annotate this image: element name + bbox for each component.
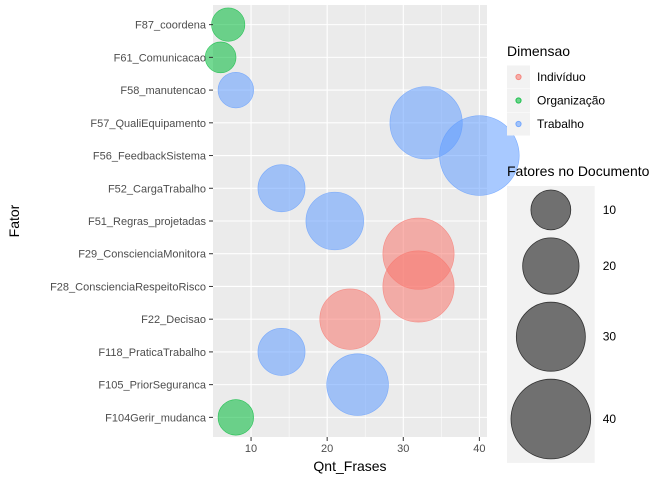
legend-size-key-30: [515, 301, 586, 372]
y-tick-label-f57-qualiequipamento: F57_QualiEquipamento: [90, 118, 206, 130]
y-tick-label-f28-conscienciarespeitorisco: F28_ConscienciaRespeitoRisco: [50, 281, 206, 293]
x-tick-label-40: 40: [473, 443, 485, 455]
legend-size-key-20: [522, 237, 580, 295]
x-axis-ticks: 10 20 30 40: [245, 437, 486, 455]
point-f105-priorseguranca: [326, 353, 389, 416]
y-axis-title: Fator: [6, 204, 22, 237]
legend-key-organiza-o: [515, 97, 522, 104]
x-axis-title: Qnt_Frases: [313, 458, 386, 474]
legend-size-key-40: [510, 378, 592, 460]
legend-fatores: Fatores no Documento 10 20 30 40: [507, 163, 650, 463]
x-tick-label-10: 10: [245, 443, 257, 455]
legend-size-label-10: 10: [603, 203, 617, 217]
legend-size-label-40: 40: [603, 412, 617, 426]
legend-dimensao-title: Dimensao: [507, 43, 570, 59]
y-axis-ticks: F104Gerir_mudanca F105_PriorSeguranca F118…: [50, 20, 213, 424]
data-points: [204, 7, 520, 436]
y-tick-label-f104gerir-mudanca: F104Gerir_mudanca: [105, 412, 207, 424]
point-f61-comunicacao: [204, 41, 237, 74]
y-tick-label-f22-decisao: F22_Decisao: [141, 314, 206, 326]
y-tick-label-f51-regras-projetadas: F51_Regras_projetadas: [88, 216, 207, 228]
legend-size-key-10: [530, 189, 572, 231]
point-f51-regras-projetadas: [305, 191, 364, 251]
point-f52-cargatrabalho: [257, 164, 306, 213]
y-tick-label-f29-conscienciamonitora: F29_ConscienciaMonitora: [78, 249, 207, 261]
point-f104gerir-mudanca: [217, 399, 254, 436]
y-tick-label-f105-priorseguranca: F105_PriorSeguranca: [98, 380, 207, 392]
legend-key-indiv-duo: [515, 73, 522, 81]
legend-key-trabalho: [515, 120, 522, 128]
point-f22-decisao: [319, 288, 381, 350]
y-tick-label-f61-comunicacao: F61_Comunicacao: [114, 52, 206, 64]
legend-size-label-20: 20: [603, 259, 617, 273]
legend-label-organiza-o: Organização: [537, 94, 605, 108]
x-tick-label-20: 20: [321, 443, 333, 455]
point-f29-conscienciamonitora: [382, 217, 455, 290]
x-tick-label-30: 30: [397, 443, 409, 455]
point-f57-qualiequipamento: [389, 86, 463, 160]
legend-dimensao: Dimensao Indivíduo Organização Trabalho: [507, 43, 605, 136]
legend-label-trabalho: Trabalho: [537, 117, 584, 131]
legend-fatores-title: Fatores no Documento: [507, 163, 650, 179]
y-tick-label-f87-coordena: F87_coordena: [135, 20, 207, 32]
y-tick-label-f118-praticatrabalho: F118_PraticaTrabalho: [98, 347, 206, 359]
point-f87-coordena: [211, 7, 246, 42]
point-f118-praticatrabalho: [257, 328, 306, 376]
legend-label-indiv-duo: Indivíduo: [537, 70, 586, 84]
y-tick-label-f56-feedbacksistema: F56_FeedbackSistema: [93, 151, 207, 163]
legend-size-label-30: 30: [603, 330, 617, 344]
y-tick-label-f58-manutencao: F58_manutencao: [120, 85, 206, 97]
point-f58-manutencao: [217, 71, 254, 109]
y-tick-label-f52-cargatrabalho: F52_CargaTrabalho: [108, 183, 206, 195]
